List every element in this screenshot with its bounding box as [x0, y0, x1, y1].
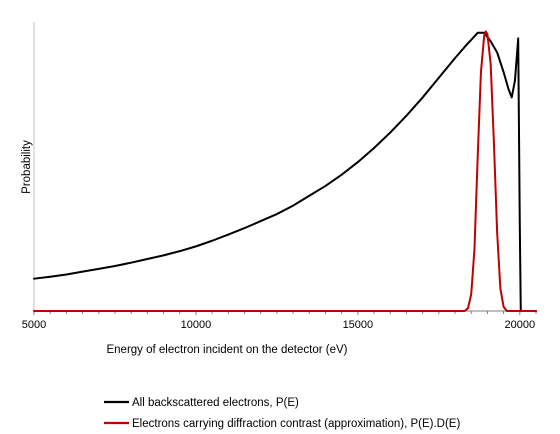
x-tick-label: 15000 [343, 319, 374, 331]
series-line-diffraction-contrast [33, 30, 537, 312]
x-tick-label: 20000 [505, 319, 536, 331]
tick-labels: 5000 10000 15000 20000 [22, 319, 535, 331]
y-axis-title: Probability [21, 140, 33, 194]
legend-label-diffraction-contrast: Electrons carrying diffraction contrast … [132, 418, 460, 430]
series-layer [33, 30, 537, 312]
legend: All backscattered electrons, P(E) Electr… [104, 397, 460, 430]
axes [33, 22, 537, 315]
x-tick-label: 5000 [22, 319, 46, 331]
x-axis-title: Energy of electron incident on the detec… [106, 344, 347, 356]
x-tick-label: 10000 [181, 319, 212, 331]
legend-label-all-backscattered: All backscattered electrons, P(E) [132, 397, 299, 409]
series-line-all-backscattered [33, 31, 537, 312]
